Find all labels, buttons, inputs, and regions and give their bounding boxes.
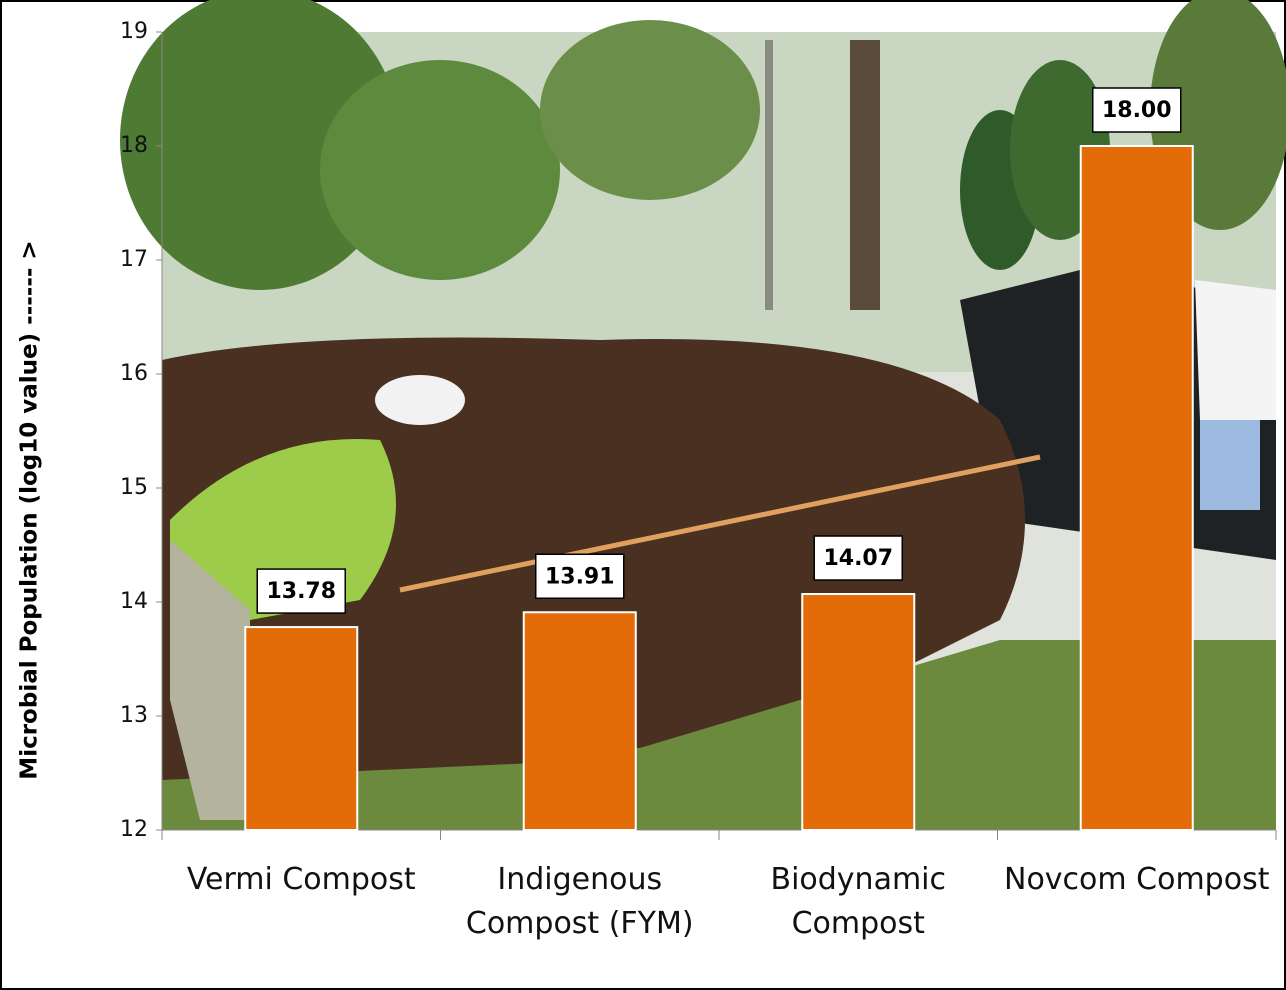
bar <box>1081 146 1193 830</box>
y-tick-label: 14 <box>120 589 148 614</box>
bar <box>524 612 636 830</box>
x-tick-label: Biodynamic Compost <box>723 858 993 946</box>
x-tick-label: Novcom Compost <box>1002 858 1272 902</box>
value-label: 13.91 <box>545 564 615 589</box>
value-label: 13.78 <box>266 579 336 604</box>
bar <box>802 594 914 830</box>
y-tick-label: 17 <box>120 247 148 272</box>
value-label: 14.07 <box>823 546 893 571</box>
x-tick-label: Vermi Compost <box>166 858 436 902</box>
y-tick-label: 12 <box>120 817 148 842</box>
bar <box>245 627 357 830</box>
x-tick-label: Indigenous Compost (FYM) <box>445 858 715 946</box>
value-label: 18.00 <box>1102 98 1172 123</box>
page: Microbial Population (log10 value) -----… <box>0 0 1286 990</box>
y-tick-label: 18 <box>120 133 148 158</box>
y-tick-label: 19 <box>120 19 148 44</box>
y-tick-label: 16 <box>120 361 148 386</box>
y-tick-label: 15 <box>120 475 148 500</box>
y-axis-label: Microbial Population (log10 value) -----… <box>17 240 43 779</box>
y-tick-label: 13 <box>120 703 148 728</box>
chart: Microbial Population (log10 value) -----… <box>0 0 1286 990</box>
